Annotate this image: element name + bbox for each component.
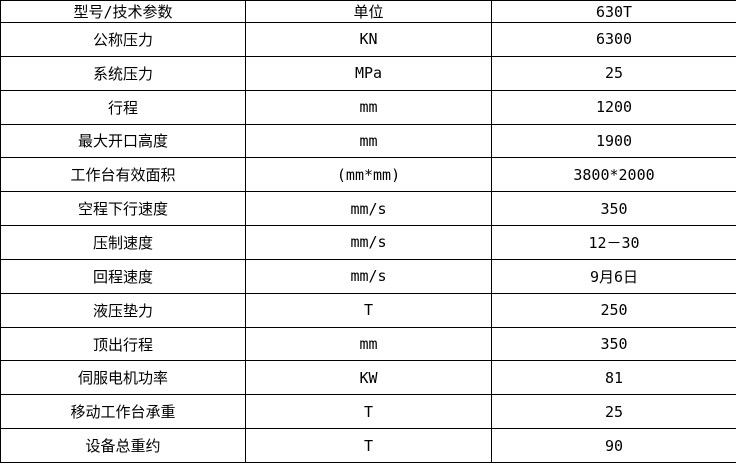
cell-unit: mm bbox=[245, 89, 492, 125]
cell-value: 9月6日 bbox=[491, 258, 736, 294]
column-header-param: 型号/技术参数 bbox=[0, 0, 246, 23]
cell-unit: mm/s bbox=[245, 258, 492, 294]
cell-value: 1900 bbox=[491, 123, 736, 159]
cell-value: 350 bbox=[491, 191, 736, 227]
table-row: 工作台有效面积 (mm*mm) 3800*2000 bbox=[0, 157, 736, 193]
cell-param: 顶出行程 bbox=[0, 326, 246, 362]
cell-param: 回程速度 bbox=[0, 258, 246, 294]
column-header-unit: 单位 bbox=[245, 0, 492, 23]
cell-unit: (mm*mm) bbox=[245, 157, 492, 193]
header-row: 型号/技术参数 单位 630T bbox=[0, 0, 736, 23]
cell-param: 系统压力 bbox=[0, 55, 246, 91]
table-row: 压制速度 mm/s 12－30 bbox=[0, 225, 736, 260]
cell-unit: KN bbox=[245, 22, 492, 57]
cell-param: 液压垫力 bbox=[0, 292, 246, 328]
cell-unit: KW bbox=[245, 360, 492, 396]
table-row: 设备总重约 T 90 bbox=[0, 428, 736, 463]
cell-value: 3800*2000 bbox=[491, 157, 736, 193]
cell-unit: T bbox=[245, 394, 492, 430]
cell-unit: T bbox=[245, 292, 492, 328]
cell-unit: mm bbox=[245, 326, 492, 362]
cell-param: 移动工作台承重 bbox=[0, 394, 246, 430]
cell-param: 最大开口高度 bbox=[0, 123, 246, 159]
cell-value: 12－30 bbox=[491, 225, 736, 260]
table-row: 最大开口高度 mm 1900 bbox=[0, 123, 736, 159]
cell-unit: mm/s bbox=[245, 191, 492, 227]
table-row: 液压垫力 T 250 bbox=[0, 292, 736, 328]
table-row: 公称压力 KN 6300 bbox=[0, 22, 736, 57]
cell-unit: mm/s bbox=[245, 225, 492, 260]
table-row: 移动工作台承重 T 25 bbox=[0, 394, 736, 430]
cell-value: 350 bbox=[491, 326, 736, 362]
cell-value: 25 bbox=[491, 394, 736, 430]
cell-value: 90 bbox=[491, 428, 736, 463]
cell-unit: T bbox=[245, 428, 492, 463]
cell-param: 空程下行速度 bbox=[0, 191, 246, 227]
cell-param: 公称压力 bbox=[0, 22, 246, 57]
cell-value: 81 bbox=[491, 360, 736, 396]
column-header-model: 630T bbox=[491, 0, 736, 23]
cell-param: 压制速度 bbox=[0, 225, 246, 260]
cell-value: 6300 bbox=[491, 22, 736, 57]
table-row: 系统压力 MPa 25 bbox=[0, 55, 736, 91]
table-row: 回程速度 mm/s 9月6日 bbox=[0, 258, 736, 294]
cell-value: 250 bbox=[491, 292, 736, 328]
table-row: 空程下行速度 mm/s 350 bbox=[0, 191, 736, 227]
cell-value: 1200 bbox=[491, 89, 736, 125]
cell-value: 25 bbox=[491, 55, 736, 91]
cell-unit: mm bbox=[245, 123, 492, 159]
cell-param: 行程 bbox=[0, 89, 246, 125]
table-row: 伺服电机功率 KW 81 bbox=[0, 360, 736, 396]
table-row: 行程 mm 1200 bbox=[0, 89, 736, 125]
cell-unit: MPa bbox=[245, 55, 492, 91]
cell-param: 伺服电机功率 bbox=[0, 360, 246, 396]
table-row: 顶出行程 mm 350 bbox=[0, 326, 736, 362]
cell-param: 设备总重约 bbox=[0, 428, 246, 463]
cell-param: 工作台有效面积 bbox=[0, 157, 246, 193]
